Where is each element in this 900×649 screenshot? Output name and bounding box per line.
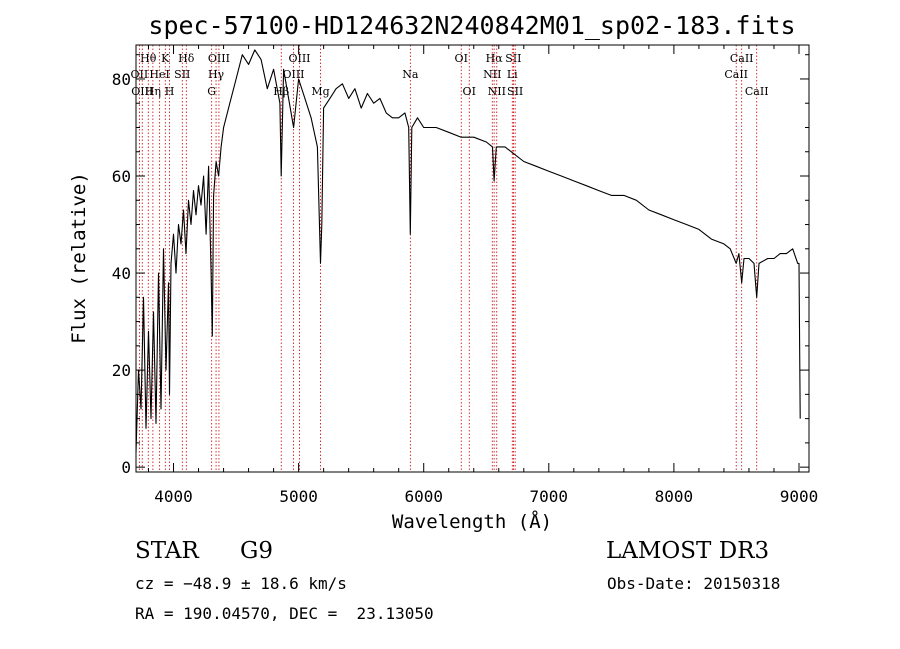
y-tick-label-2: 40 <box>112 264 131 283</box>
chart-title: spec-57100-HD124632N240842M01_sp02-183.f… <box>148 11 795 40</box>
x-tick-label-5: 9000 <box>780 487 819 506</box>
y-tick-label-0: 0 <box>121 458 131 477</box>
marker-label-13: OIII <box>282 68 304 81</box>
x-tick-label-2: 6000 <box>404 487 443 506</box>
x-tick-label-1: 5000 <box>279 487 318 506</box>
marker-label-26: CaII <box>724 68 748 81</box>
marker-label-1: OII <box>131 68 149 81</box>
obs-date: Obs-Date: 20150318 <box>607 574 781 593</box>
survey-name: LAMOST DR3 <box>606 538 770 564</box>
x-tick-label-0: 4000 <box>154 487 193 506</box>
y-axis: 0 20 40 60 80 <box>112 54 809 477</box>
series-line-spectrum <box>135 49 801 453</box>
marker-label-3: K <box>161 52 170 65</box>
x-axis-label: Wavelength (Å) <box>392 510 552 533</box>
series-layer <box>135 49 801 453</box>
marker-label-12: OIII <box>288 52 310 65</box>
marker-label-19: Hα <box>486 52 504 65</box>
marker-label-5: Hη <box>145 85 161 98</box>
redshift-text: cz = −48.9 ± 18.6 km/s <box>135 574 347 593</box>
x-axis: 4000 5000 6000 7000 8000 9000 <box>148 45 819 506</box>
marker-label-4: HeI <box>149 68 169 81</box>
x-tick-label-4: 8000 <box>655 487 694 506</box>
marker-label-23: Li <box>507 68 518 81</box>
marker-label-10: Hγ <box>208 68 225 81</box>
object-subclass: G9 <box>240 538 274 564</box>
y-tick-label-3: 60 <box>112 167 131 186</box>
marker-label-11: G <box>207 85 216 98</box>
marker-label-27: CaII <box>745 85 769 98</box>
marker-label-7: SII <box>174 68 190 81</box>
marker-label-0: Hθ <box>140 52 157 65</box>
marker-label-21: NII <box>488 85 506 98</box>
plot-frame <box>135 44 810 473</box>
marker-label-2: OIII <box>131 85 153 98</box>
marker-label-6: Hδ <box>178 52 195 65</box>
marker-label-24: SII <box>507 85 523 98</box>
marker-label-25: CaII <box>730 52 754 65</box>
marker-label-15: Mg <box>311 85 329 98</box>
marker-label-9: OIII <box>208 52 230 65</box>
x-tick-label-3: 7000 <box>530 487 569 506</box>
y-tick-label-1: 20 <box>112 361 131 380</box>
marker-label-17: OI <box>455 52 468 65</box>
marker-label-18: OI <box>463 85 476 98</box>
marker-label-16: Na <box>402 68 419 81</box>
coordinates: RA = 190.04570, DEC = 23.13050 <box>135 604 434 623</box>
y-axis-label: Flux (relative) <box>68 172 90 344</box>
object-class: STAR <box>135 538 199 564</box>
marker-label-8: H <box>165 85 175 98</box>
y-tick-label-4: 80 <box>112 70 131 89</box>
marker-label-20: NII <box>483 68 501 81</box>
marker-label-22: SII <box>505 52 521 65</box>
